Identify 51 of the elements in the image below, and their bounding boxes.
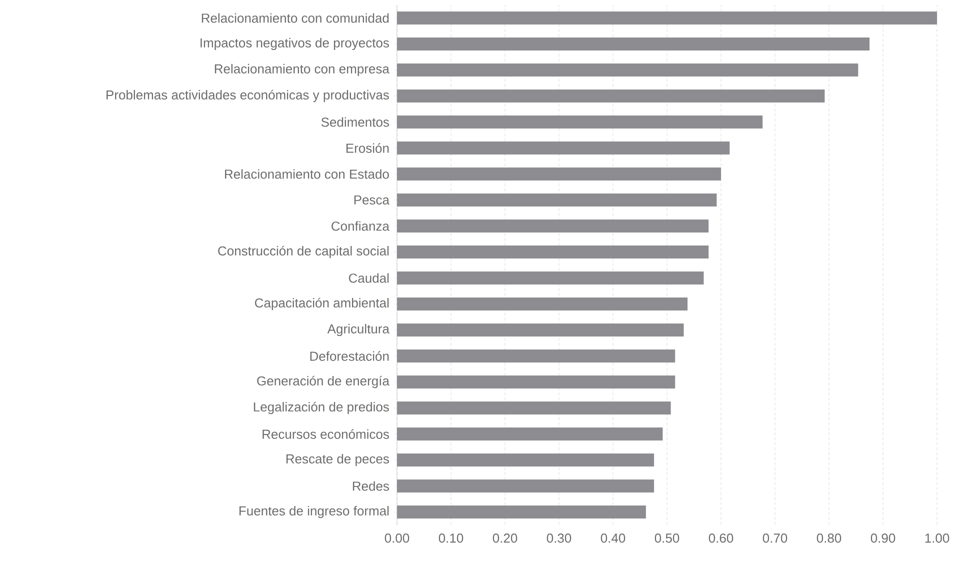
y-tick-label: Legalización de predios: [254, 402, 389, 414]
y-tick-label: Sedimentos: [321, 117, 389, 127]
x-tick-label: 0.10: [438, 534, 464, 543]
bar: [397, 402, 671, 414]
y-tick-label: Impactos negativos de proyectos: [200, 38, 389, 50]
bar: [397, 193, 717, 206]
y-tick-label: Construcción de capital social: [218, 246, 389, 258]
x-tick-label: 0.90: [870, 534, 896, 543]
bar: [397, 37, 870, 50]
x-tick-label: 0.00: [384, 534, 410, 543]
x-tick-label: 1.00: [925, 534, 950, 543]
y-tick-label: Capacitación ambiental: [254, 298, 389, 310]
bar: [397, 115, 763, 128]
bar: [397, 297, 688, 310]
y-tick-label: Deforestación: [310, 351, 389, 361]
y-tick-label: Pesca: [354, 195, 390, 205]
y-tick-label: Confianza: [332, 221, 390, 231]
x-tick-label: 0.20: [492, 534, 518, 543]
bar: [397, 245, 709, 258]
bar: [397, 376, 676, 388]
bar: [397, 11, 938, 24]
bar: [397, 350, 676, 362]
y-tick-label: Erosión: [346, 143, 389, 153]
bar: [397, 506, 646, 518]
bar: [397, 324, 684, 336]
x-tick-label: 0.50: [654, 534, 680, 543]
bar: [397, 89, 825, 102]
bar: [397, 480, 654, 492]
bar: [397, 219, 709, 232]
x-tick-label: 0.60: [708, 534, 734, 543]
y-tick-label: Agricultura: [327, 324, 390, 336]
y-tick-label: Problemas actividades económicas y productivas: [106, 90, 389, 102]
y-tick-label: Caudal: [348, 273, 389, 283]
y-tick-label: Relacionamiento con empresa: [214, 64, 390, 76]
y-tick-label: Rescate de peces: [286, 454, 389, 466]
y-tick-label: Fuentes de ingreso formal: [240, 506, 389, 518]
y-tick-label: Relacionamiento con comunidad: [202, 13, 389, 23]
bar: [397, 454, 654, 466]
y-tick-label: Relacionamiento con Estado: [225, 169, 389, 179]
y-tick-label: Recursos económicos: [262, 429, 389, 439]
x-tick-label: 0.40: [600, 534, 626, 543]
x-tick-label: 0.30: [546, 534, 572, 543]
bar: [397, 141, 730, 154]
bar: [397, 428, 663, 440]
bar: [397, 167, 722, 180]
bar: [397, 271, 704, 284]
x-tick-label: 0.80: [816, 534, 842, 543]
y-tick-label: Redes: [352, 481, 389, 491]
bar: [397, 63, 858, 76]
x-tick-label: 0.70: [762, 534, 788, 543]
y-tick-label: Generación de energía: [257, 376, 390, 388]
